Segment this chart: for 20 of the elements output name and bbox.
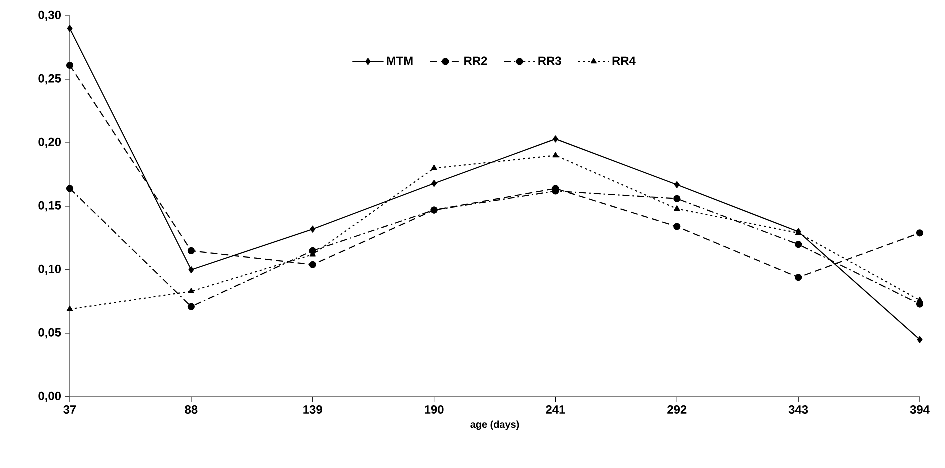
x-tick-label: 394 [910, 405, 930, 414]
x-axis-title: age (days) [470, 420, 520, 430]
x-tick-label: 241 [546, 405, 566, 414]
x-tick-label: 139 [304, 405, 322, 414]
y-tick-label: 0,15 [38, 201, 62, 212]
x-tick-label: 343 [788, 405, 808, 414]
x-tick-label: 292 [668, 405, 687, 414]
legend-label: MTM [387, 56, 413, 66]
legend-label: RR3 [538, 56, 562, 66]
y-tick-label: 0,05 [38, 328, 62, 339]
legend-label: RR4 [612, 56, 636, 66]
y-tick-label: 0,25 [38, 74, 62, 85]
y-tick-label: 0,20 [38, 138, 62, 148]
y-tick-label: 0,30 [38, 10, 62, 22]
y-tick-label: 0,00 [38, 392, 62, 402]
legend-label: RR2 [464, 56, 488, 66]
y-tick-label: 0,10 [38, 264, 62, 276]
x-tick-label: 88 [185, 405, 198, 414]
x-tick-label: 190 [425, 405, 444, 414]
x-tick-label: 37 [64, 405, 76, 414]
